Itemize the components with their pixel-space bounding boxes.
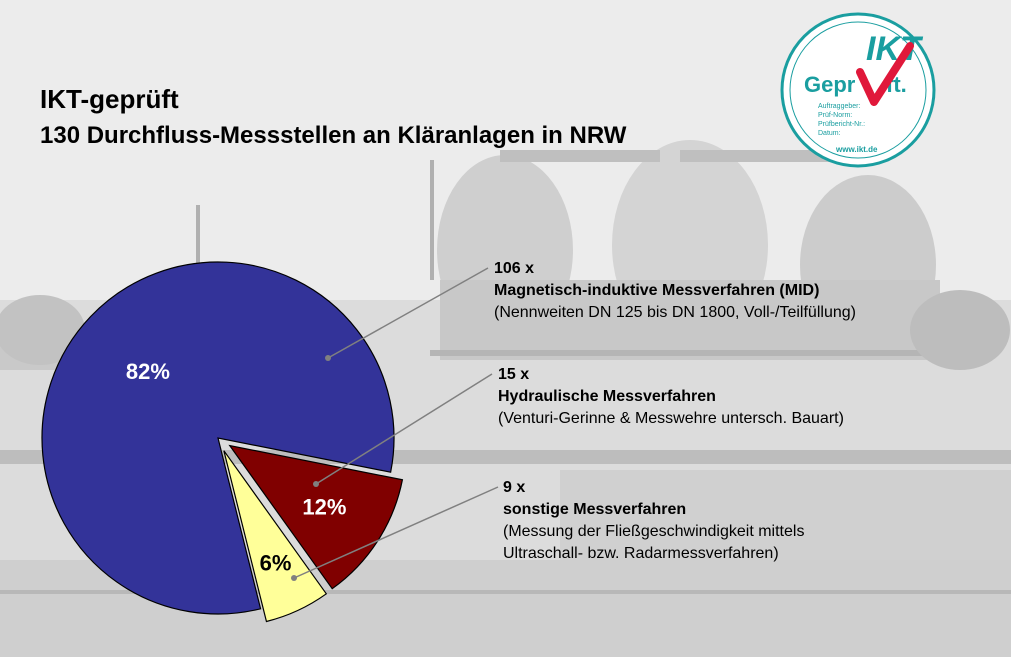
- annotation-count: 15 x: [498, 366, 530, 383]
- svg-text:Datum:: Datum:: [818, 130, 841, 137]
- leader-line-mid-dot: [325, 355, 331, 361]
- annotation-method: sonstige Messverfahren: [503, 501, 687, 518]
- leader-line-hydraulic-dot: [313, 481, 319, 487]
- pie-slice-mid: [41, 261, 395, 615]
- pie-label-other: 6%: [260, 551, 292, 576]
- annotation-detail: (Messung der Fließgeschwindigkeit mittel…: [503, 523, 805, 540]
- svg-text:Auftraggeber:: Auftraggeber:: [818, 103, 860, 110]
- svg-text:IKT: IKT: [866, 30, 924, 68]
- svg-text:Prüf-Norm:: Prüf-Norm:: [818, 112, 852, 119]
- svg-text:www.ikt.de: www.ikt.de: [835, 145, 878, 154]
- annotation-detail: Ultraschall- bzw. Radarmessverfahren): [503, 545, 779, 562]
- leader-line-hydraulic: [315, 373, 493, 485]
- annotation-mid: 106 x Magnetisch-induktive Messverfahren…: [494, 258, 856, 324]
- chart-subtitle: 130 Durchfluss-Messstellen an Kläranlage…: [40, 122, 627, 149]
- pie-label-mid: 82%: [126, 359, 170, 384]
- annotation-detail: (Nennweiten DN 125 bis DN 1800, Voll-/Te…: [494, 304, 856, 321]
- pie-label-hydraulic: 12%: [302, 495, 346, 520]
- annotation-count: 106 x: [494, 260, 535, 277]
- pie-slice-other: [223, 450, 328, 623]
- svg-text:Prüfbericht-Nr.:: Prüfbericht-Nr.:: [818, 121, 865, 128]
- chart-title: IKT-geprüft: [40, 84, 179, 114]
- svg-text:Gepr: Gepr: [804, 72, 856, 97]
- annotation-method: Magnetisch-induktive Messverfahren (MID): [494, 282, 820, 299]
- annotation-method: Hydraulische Messverfahren: [498, 388, 716, 405]
- ikt-seal-logo: IKT Gepr ft. Auftraggeber: Prüf-Norm: Pr…: [780, 12, 936, 168]
- leader-line-other: [293, 486, 499, 579]
- leader-line-mid: [327, 267, 489, 359]
- annotation-detail: (Venturi-Gerinne & Messwehre untersch. B…: [498, 410, 844, 427]
- leader-line-other-dot: [291, 575, 297, 581]
- annotation-hydraulic: 15 x Hydraulische Messverfahren (Venturi…: [498, 364, 844, 430]
- annotation-other: 9 x sonstige Messverfahren (Messung der …: [503, 477, 804, 565]
- annotation-count: 9 x: [503, 479, 526, 496]
